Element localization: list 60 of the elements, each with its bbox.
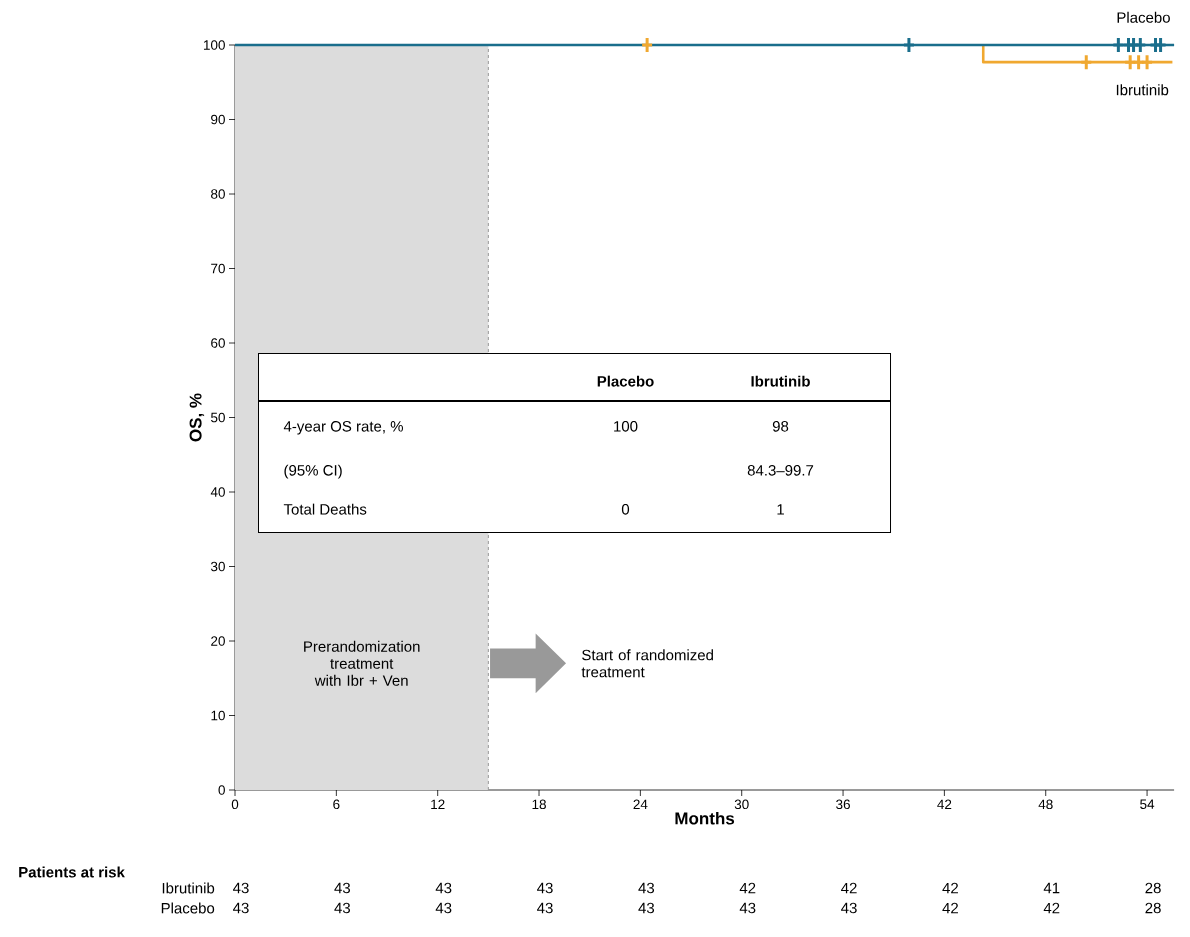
text: 43 — [435, 902, 452, 914]
annotation: 0 — [621, 504, 630, 515]
text: 28 — [1145, 902, 1161, 914]
text: 43 — [334, 902, 351, 914]
text: 43 — [233, 882, 249, 894]
text: 42 — [942, 902, 958, 914]
x-tick-label: 30 — [734, 799, 749, 810]
y-tick-label: 0 — [218, 785, 225, 795]
annotation: 84.3–99.7 — [747, 465, 814, 476]
text: 43 — [638, 882, 655, 894]
text: 42 — [841, 882, 857, 894]
text: 43 — [841, 902, 857, 914]
y-tick-label: 30 — [210, 561, 225, 572]
text: 42 — [1043, 902, 1060, 914]
x-tick-label: 42 — [937, 799, 952, 809]
text: Placebo — [161, 902, 215, 914]
text: 43 — [739, 902, 756, 914]
text: 42 — [739, 882, 756, 894]
text: 43 — [334, 882, 351, 894]
series-label: Placebo — [1117, 11, 1170, 23]
y-tick-label: 100 — [203, 40, 225, 50]
band-label: Prerandomization treatment with Ibr + Ven — [304, 640, 420, 686]
annotation: (95% CI) — [284, 464, 342, 479]
y-tick-label: 50 — [210, 412, 225, 423]
text: 43 — [537, 902, 553, 914]
x-axis-title: Months — [675, 811, 735, 825]
text: 43 — [537, 882, 553, 894]
text: 43 — [233, 902, 249, 914]
annotation: 4-year OS rate, % — [283, 421, 403, 435]
annotation: 1 — [777, 504, 784, 515]
y-tick-label: 90 — [211, 114, 225, 125]
text: 41 — [1043, 882, 1060, 894]
y-tick-label: 80 — [211, 189, 225, 199]
annotation: Placebo — [597, 375, 654, 387]
text: 43 — [435, 882, 452, 894]
annotation: Total Deaths — [283, 503, 367, 515]
text: 43 — [638, 902, 655, 914]
x-tick-label: 12 — [431, 799, 445, 809]
y-tick-label: 60 — [211, 338, 225, 348]
y-tick-label: 40 — [210, 487, 225, 497]
annotation: Start of randomized treatment — [581, 649, 713, 678]
x-tick-label: 6 — [333, 799, 340, 810]
series-label: Ibrutinib — [1116, 84, 1169, 96]
x-tick-label: 36 — [836, 799, 850, 810]
text: Patients at risk — [19, 866, 125, 878]
x-tick-label: 18 — [532, 799, 546, 810]
text: 28 — [1145, 882, 1161, 894]
annotation: 98 — [772, 421, 789, 432]
y-tick-label: 70 — [211, 263, 225, 274]
y-tick-label: 10 — [211, 710, 225, 721]
text: 42 — [942, 882, 958, 894]
y-tick-label: 20 — [211, 636, 225, 646]
annotation: Ibrutinib — [751, 375, 810, 387]
annotation: 100 — [614, 421, 638, 432]
x-tick-label: 54 — [1140, 799, 1155, 809]
x-tick-label: 24 — [633, 799, 648, 809]
y-axis-title: OS, % — [189, 393, 205, 442]
x-tick-label: 48 — [1038, 799, 1053, 810]
x-tick-label: 0 — [231, 799, 239, 810]
text: Ibrutinib — [162, 882, 215, 894]
